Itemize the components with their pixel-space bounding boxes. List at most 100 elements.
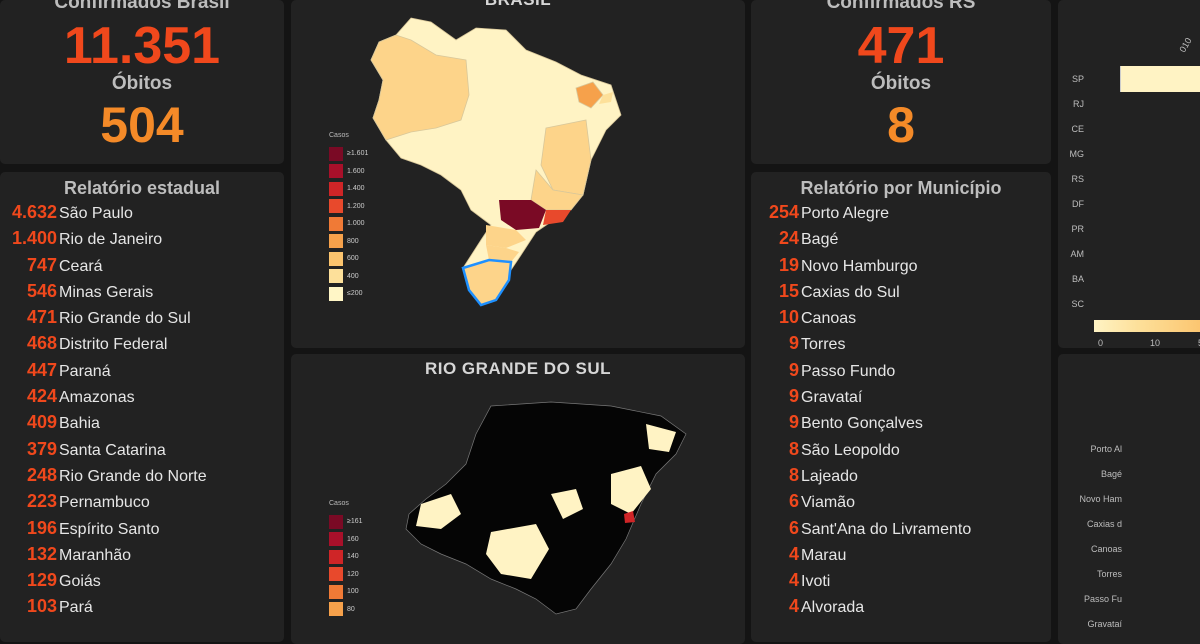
list-item: 254 Porto Alegre [751, 202, 1051, 228]
list-item: 132 Maranhão [0, 544, 284, 570]
municipal-chart-panel: Porto Al Bagé Novo Ham Caxias d Canoas Torres… [1058, 354, 1200, 644]
brasil-map-pr [486, 225, 526, 248]
legend-item: 100 [329, 583, 363, 601]
list-item-name: Rio Grande do Sul [59, 310, 191, 328]
list-item-value: 248 [26, 464, 57, 485]
legend-swatch [329, 199, 343, 214]
list-item-value: 6 [788, 491, 799, 512]
list-item-value: 10 [778, 307, 799, 328]
legend-swatch [329, 286, 343, 301]
list-item: 6 Sant'Ana do Livramento [751, 518, 1051, 544]
legend-label: 1.200 [347, 202, 365, 210]
municipal-chart-category-label: Torres [1096, 569, 1122, 579]
brasil-map-ceara [575, 81, 604, 109]
list-item-value: 4 [788, 596, 799, 617]
list-item-name: Viamão [801, 494, 855, 512]
brasil-map-legend: Casos ≥1.601 1.600 1.400 1.200 1.000 800 600 40… [329, 132, 368, 303]
list-item: 468 Distrito Federal [0, 333, 284, 359]
legend-label: ≥161 [347, 518, 363, 526]
list-item-value: 8 [788, 464, 799, 485]
legend-label: 80 [347, 605, 355, 613]
list-item-name: Caxias do Sul [801, 283, 900, 301]
list-item-name: Goiás [59, 573, 101, 591]
legend-swatch [329, 216, 343, 231]
list-item: 6 Viamão [751, 491, 1051, 517]
brasil-map-rn [599, 92, 613, 104]
list-item: 747 Ceará [0, 255, 284, 281]
list-item-value: 132 [26, 543, 57, 564]
brasil-confirmed-value: 11.351 [63, 17, 221, 75]
legend-item: 1.000 [329, 215, 368, 233]
list-item-value: 6 [788, 517, 799, 538]
rs-map-title: RIO GRANDE DO SUL [424, 359, 612, 378]
brasil-map-rs [461, 258, 513, 307]
rs-map [405, 401, 687, 615]
list-item: 129 Goiás [0, 570, 284, 596]
list-item-name: Torres [801, 336, 846, 354]
list-item: 10 Canoas [751, 307, 1051, 333]
legend-label: 120 [347, 570, 359, 578]
municipal-chart-category-label: Novo Ham [1079, 494, 1122, 504]
brasil-map-title: BRASIL [291, 0, 745, 10]
state-chart-x-tick: 0 [1098, 338, 1104, 348]
list-item: 4 Ivoti [751, 570, 1051, 596]
rs-map-region-c [611, 466, 651, 514]
brasil-deaths-value: 504 [100, 97, 184, 153]
rs-kpi-panel: Confirmados RS 471 Óbitos 8 [751, 0, 1051, 164]
list-item-name: Distrito Federal [59, 336, 168, 354]
legend-label: 400 [347, 272, 359, 280]
legend-label: 160 [347, 535, 359, 543]
list-item-name: Amazonas [59, 389, 135, 407]
legend-item: ≥161 [329, 513, 363, 531]
municipal-chart-category-label: Canoas [1090, 544, 1122, 554]
legend-label: 800 [347, 237, 359, 245]
list-item-value: 223 [26, 491, 57, 512]
legend-label: 140 [347, 553, 359, 561]
list-item-value: 254 [768, 202, 799, 222]
state-chart-top-label: 010 [1177, 35, 1194, 55]
legend-item: 400 [329, 268, 368, 286]
list-item-value: 9 [788, 333, 799, 354]
legend-swatch [329, 164, 343, 179]
state-chart-category-label: DF [1072, 199, 1084, 209]
legend-label: 100 [347, 588, 359, 596]
legend-item: ≤200 [329, 285, 368, 303]
list-item-name: Pernambuco [59, 494, 150, 512]
rs-map-region-e [646, 424, 676, 452]
state-report-panel: Relatório estadual 4.632 São Paulo 1.400 Ri… [0, 172, 284, 642]
legend-swatch [329, 514, 343, 529]
rs-map-region-d [551, 489, 583, 519]
brasil-kpi-panel: Confirmados Brasil 11.351 Óbitos 504 [0, 0, 284, 164]
list-item: 379 Santa Catarina [0, 439, 284, 465]
list-item: 471 Rio Grande do Sul [0, 307, 284, 333]
rs-deaths-value: 8 [887, 97, 915, 153]
list-item-value: 15 [778, 280, 799, 301]
municipal-report-title: Relatório por Município [800, 178, 1002, 198]
list-item-value: 468 [26, 333, 57, 354]
legend-item: 120 [329, 566, 363, 584]
rs-confirmed-value: 471 [857, 17, 945, 75]
legend-label: ≥1.601 [347, 150, 369, 158]
legend-label: 600 [347, 255, 359, 263]
legend-item: 80 [329, 601, 363, 619]
list-item-name: Santa Catarina [59, 441, 166, 459]
list-item: 9 Bento Gonçalves [751, 412, 1051, 438]
state-report-list: 4.632 São Paulo 1.400 Rio de Janeiro 747 Cear… [0, 202, 284, 623]
list-item-value: 24 [778, 228, 799, 249]
list-item: 409 Bahia [0, 412, 284, 438]
list-item-value: 447 [26, 359, 57, 380]
state-chart-category-label: MG [1069, 149, 1085, 159]
list-item-name: Porto Alegre [801, 205, 890, 222]
list-item-name: Marau [801, 546, 847, 564]
state-chart-category-label: BA [1071, 274, 1084, 284]
brasil-map-sp [499, 200, 546, 230]
list-item: 447 Paraná [0, 360, 284, 386]
legend-swatch [329, 181, 343, 196]
list-item: 8 São Leopoldo [751, 439, 1051, 465]
state-chart-category-label: CE [1071, 124, 1084, 134]
municipal-report-list: 254 Porto Alegre 24 Bagé 19 Novo Hamburgo 15 Ca… [751, 202, 1051, 623]
list-item: 4 Marau [751, 544, 1051, 570]
list-item-name: Bagé [801, 231, 839, 249]
list-item-value: 1.400 [11, 228, 57, 249]
list-item-name: Gravataí [801, 389, 863, 407]
